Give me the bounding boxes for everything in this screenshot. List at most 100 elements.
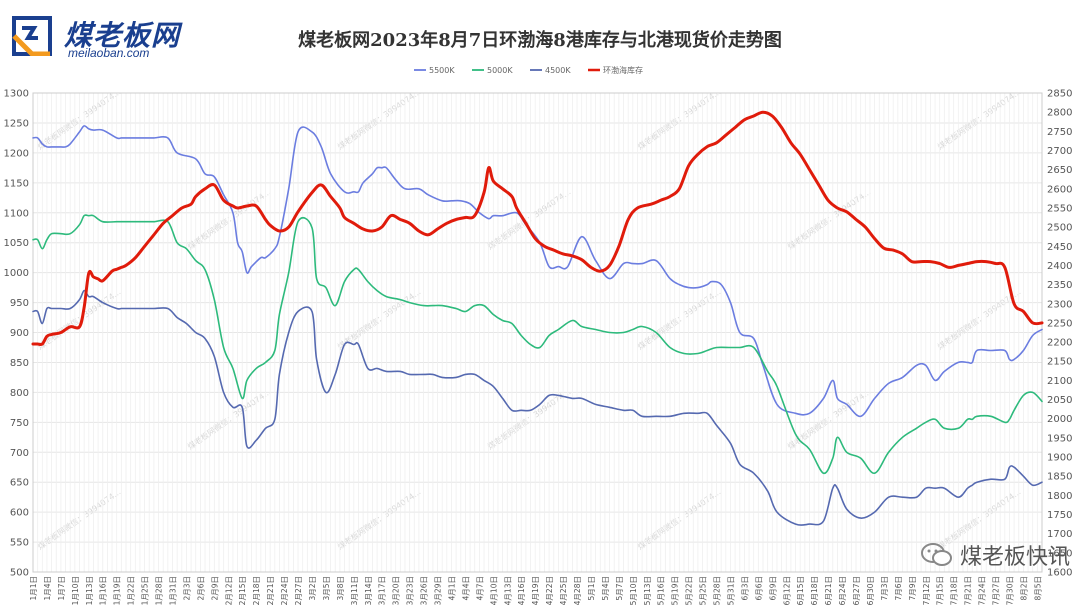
x-tick-label: 7月24日 — [978, 576, 987, 605]
x-tick-label: 6月6日 — [754, 576, 763, 601]
x-tick-label: 6月15日 — [796, 576, 805, 605]
watermark-text: 煤老板网微信：3994074... — [185, 187, 272, 252]
y-left-tick-label: 1250 — [4, 118, 29, 129]
y-left-tick-label: 800 — [10, 388, 29, 399]
y-left-tick-label: 750 — [10, 418, 29, 429]
x-tick-label: 7月6日 — [894, 576, 903, 601]
watermark-text: 煤老板网微信：3994074... — [35, 87, 122, 152]
y-right-tick-label: 2300 — [1047, 299, 1072, 310]
x-tick-label: 1月7日 — [57, 576, 66, 601]
y-left-tick-label: 1300 — [4, 89, 29, 100]
y-right-tick-label: 2500 — [1047, 223, 1072, 234]
y-left-tick-label: 500 — [10, 568, 29, 579]
series-line-5500K — [32, 125, 1043, 418]
x-tick-label: 6月30日 — [866, 576, 875, 605]
y-right-tick-label: 1800 — [1047, 491, 1072, 502]
series-line-4500K — [32, 289, 1043, 526]
x-tick-label: 6月3日 — [740, 576, 749, 601]
x-tick-label: 1月1日 — [29, 576, 38, 601]
x-tick-label: 4月7日 — [475, 576, 484, 601]
y-right-tick-label: 1750 — [1047, 510, 1072, 521]
x-tick-label: 5月31日 — [726, 576, 735, 605]
x-tick-label: 5月19日 — [671, 576, 680, 605]
y-left-tick-label: 700 — [10, 448, 29, 459]
x-tick-label: 5月4日 — [601, 576, 610, 601]
x-tick-label: 4月10日 — [489, 576, 498, 605]
watermark-text: 煤老板网微信：3994074... — [785, 187, 872, 252]
x-tick-label: 1月25日 — [141, 576, 150, 605]
y-right-tick-label: 2850 — [1047, 89, 1072, 100]
y-right-tick-label: 2100 — [1047, 376, 1072, 387]
y-left-tick-label: 1100 — [4, 208, 29, 219]
x-tick-label: 5月10日 — [629, 576, 638, 605]
y-left-tick-label: 1200 — [4, 148, 29, 159]
x-tick-label: 4月19日 — [531, 576, 540, 605]
chart-title: 煤老板网2023年8月7日环渤海8港库存与北港现货价走势图 — [298, 30, 782, 51]
x-tick-label: 3月8日 — [336, 576, 345, 601]
series-line-5000K — [32, 214, 1043, 475]
y-left-tick-label: 1000 — [4, 268, 29, 279]
x-tick-label: 4月1日 — [447, 576, 456, 601]
x-tick-label: 4月28日 — [573, 576, 582, 605]
x-tick-label: 1月10日 — [71, 576, 80, 605]
x-tick-label: 4月22日 — [545, 576, 554, 605]
grid-layer — [32, 92, 1043, 573]
y-right-tick-label: 1950 — [1047, 433, 1072, 444]
x-tick-label: 4月4日 — [461, 576, 470, 601]
y-right-tick-label: 2600 — [1047, 184, 1072, 195]
watermark-text: 煤老板网微信：3994074... — [185, 387, 272, 452]
plot-frame — [32, 92, 1043, 573]
y-right-tick-label: 2800 — [1047, 108, 1072, 119]
x-tick-label: 7月15日 — [936, 576, 945, 605]
watermark-text: 煤老板网微信：3994074... — [485, 187, 572, 252]
y-right-tick-label: 2150 — [1047, 357, 1072, 368]
legend-label: 5000K — [487, 66, 513, 75]
y-left-tick-label: 550 — [10, 538, 29, 549]
series-line-环渤海库存 — [31, 110, 1044, 347]
y-left-tick-label: 650 — [10, 478, 29, 489]
x-tick-label: 6月9日 — [768, 576, 777, 601]
x-tick-label: 4月13日 — [503, 576, 512, 605]
x-tick-label: 7月18日 — [950, 576, 959, 605]
x-tick-label: 2月12日 — [224, 576, 233, 605]
series-layer — [31, 110, 1044, 526]
y-right-tick-label: 2400 — [1047, 261, 1072, 272]
logo-url: meilaoban.com — [68, 46, 150, 60]
y-right-tick-label: 1700 — [1047, 529, 1072, 540]
y-right-tick-label: 2450 — [1047, 242, 1072, 253]
x-tick-label: 3月2日 — [308, 576, 317, 601]
x-tick-label: 2月6日 — [196, 576, 205, 601]
y-left-tick-label: 950 — [10, 298, 29, 309]
y-right-tick-label: 2750 — [1047, 127, 1072, 138]
x-tick-label: 3月17日 — [378, 576, 387, 605]
y-left-tick-label: 1050 — [4, 238, 29, 249]
x-tick-label: 4月25日 — [559, 576, 568, 605]
y-right-tick-label: 1600 — [1047, 568, 1072, 579]
y-right-tick-label: 2050 — [1047, 395, 1072, 406]
x-tick-label: 2月24日 — [280, 576, 289, 605]
x-tick-label: 6月18日 — [810, 576, 819, 605]
x-tick-label: 4月16日 — [517, 576, 526, 605]
x-tick-label: 2月21日 — [266, 576, 275, 605]
x-tick-label: 5月25日 — [699, 576, 708, 605]
wechat-badge: 煤老板快讯 — [920, 539, 1070, 571]
legend-label: 环渤海库存 — [603, 65, 643, 75]
y-right-tick-label: 2200 — [1047, 338, 1072, 349]
x-tick-label: 2月3日 — [182, 576, 191, 601]
y-left-tick-label: 850 — [10, 358, 29, 369]
x-tick-label: 7月3日 — [880, 576, 889, 601]
logo-text: 煤老板网 — [64, 19, 181, 52]
x-tick-label: 5月1日 — [587, 576, 596, 601]
y-right-tick-label: 2650 — [1047, 165, 1072, 176]
x-tick-label: 6月27日 — [852, 576, 861, 605]
x-tick-label: 5月28日 — [713, 576, 722, 605]
x-tick-label: 8月5日 — [1033, 576, 1042, 601]
y-right-tick-label: 1900 — [1047, 453, 1072, 464]
badge-text: 煤老板快讯 — [959, 545, 1070, 570]
y-right-tick-label: 2250 — [1047, 318, 1072, 329]
x-tick-label: 2月27日 — [294, 576, 303, 605]
y-left-tick-label: 900 — [10, 328, 29, 339]
y-right-tick-label: 2700 — [1047, 146, 1072, 157]
x-tick-label: 3月11日 — [350, 576, 359, 605]
x-tick-label: 3月29日 — [434, 576, 443, 605]
